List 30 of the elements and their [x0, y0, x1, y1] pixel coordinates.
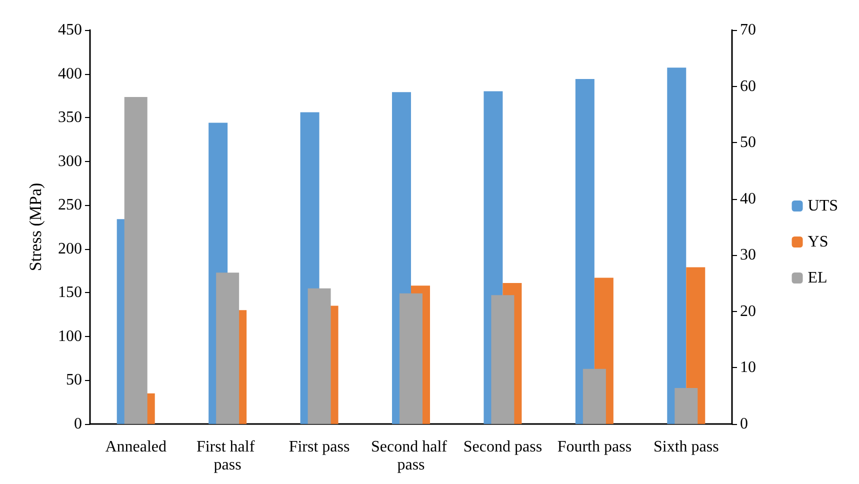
y-tick-label: 50 — [66, 372, 82, 389]
x-tick-label: Fourth pass — [557, 438, 632, 456]
y2-tick-label: 40 — [740, 190, 756, 208]
y2-tick-label: 20 — [740, 302, 756, 320]
y-tick-label: 200 — [58, 240, 82, 258]
legend-label: EL — [808, 270, 828, 286]
y-tick-label: 350 — [58, 109, 82, 126]
y2-tick-label: 60 — [740, 78, 756, 95]
legend-label: YS — [808, 234, 828, 250]
y-tick-label: 150 — [58, 284, 82, 302]
y2-tick-label: 50 — [740, 134, 756, 152]
y-tick-label: 400 — [58, 65, 82, 82]
y-tick-label: 100 — [58, 328, 82, 345]
y2-tick-label: 10 — [740, 359, 756, 376]
y2-tick-label: 0 — [740, 416, 748, 432]
x-tick-label: Annealed — [105, 438, 167, 456]
y-tick-label: 450 — [58, 22, 82, 38]
y2-tick-label: 70 — [740, 22, 756, 38]
y-tick-label: 0 — [74, 416, 82, 432]
y2-tick-label: 30 — [740, 246, 756, 264]
x-tick-label: First half pass — [196, 438, 259, 474]
legend-label: UTS — [808, 198, 838, 214]
x-tick-label: Second pass — [463, 438, 542, 456]
bar — [674, 388, 698, 424]
y-tick-label: 250 — [58, 196, 82, 214]
y-axis-title: Stress (MPa) — [26, 182, 45, 272]
y-tick-label: 300 — [58, 152, 82, 170]
x-tick-label: Second half pass — [371, 438, 451, 474]
x-tick-label: Sixth pass — [653, 438, 719, 456]
x-tick-label: First pass — [288, 438, 350, 456]
